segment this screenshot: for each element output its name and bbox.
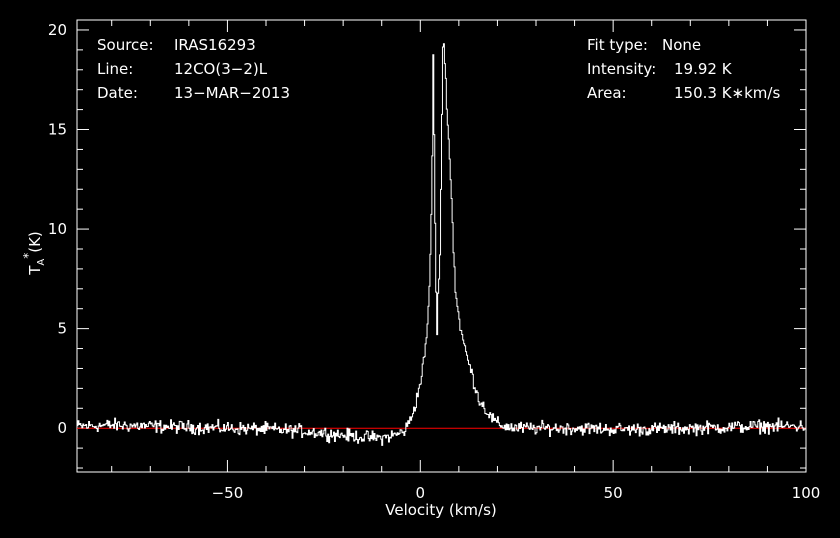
axis-ticks [77, 20, 807, 472]
line-label: Line: [97, 60, 133, 78]
date-label: Date: [97, 84, 138, 102]
spectrum-series [77, 43, 807, 446]
y-tick-label: 5 [57, 320, 67, 338]
plot-frame [76, 19, 807, 473]
x-tick-label: 100 [792, 484, 821, 502]
y-tick-label: 0 [57, 419, 67, 437]
fit-type-label: Fit type: [587, 36, 648, 54]
svg-text:TA*(K): TA*(K) [21, 231, 47, 276]
y-tick-label: 20 [48, 21, 67, 39]
line-value: 12CO(3−2)L [174, 60, 268, 78]
y-axis-label-main: T [26, 265, 44, 276]
fit-type-value: None [662, 36, 701, 54]
y-axis-label: TA*(K) [21, 231, 47, 276]
y-axis-label-sub: A [36, 259, 47, 266]
y-axis-label-sup: * [21, 253, 35, 259]
source-label: Source: [97, 36, 154, 54]
area-label: Area: [587, 84, 627, 102]
spectrum-line-0 [77, 43, 807, 446]
y-tick-label: 10 [48, 220, 67, 238]
y-axis-label-unit: (K) [26, 231, 44, 253]
date-value: 13−MAR−2013 [174, 84, 290, 102]
x-tick-label: −50 [212, 484, 244, 502]
intensity-value: 19.92 K [674, 60, 733, 78]
x-tick-label: 0 [416, 484, 426, 502]
y-tick-label: 15 [48, 121, 67, 139]
x-tick-label: 50 [604, 484, 623, 502]
area-value: 150.3 K∗km/s [674, 84, 780, 102]
source-value: IRAS16293 [174, 36, 256, 54]
axis-tick-labels: −50 0 50 100 0 5 10 15 20 [48, 21, 820, 502]
intensity-label: Intensity: [587, 60, 656, 78]
x-axis-label: Velocity (km/s) [385, 501, 496, 519]
